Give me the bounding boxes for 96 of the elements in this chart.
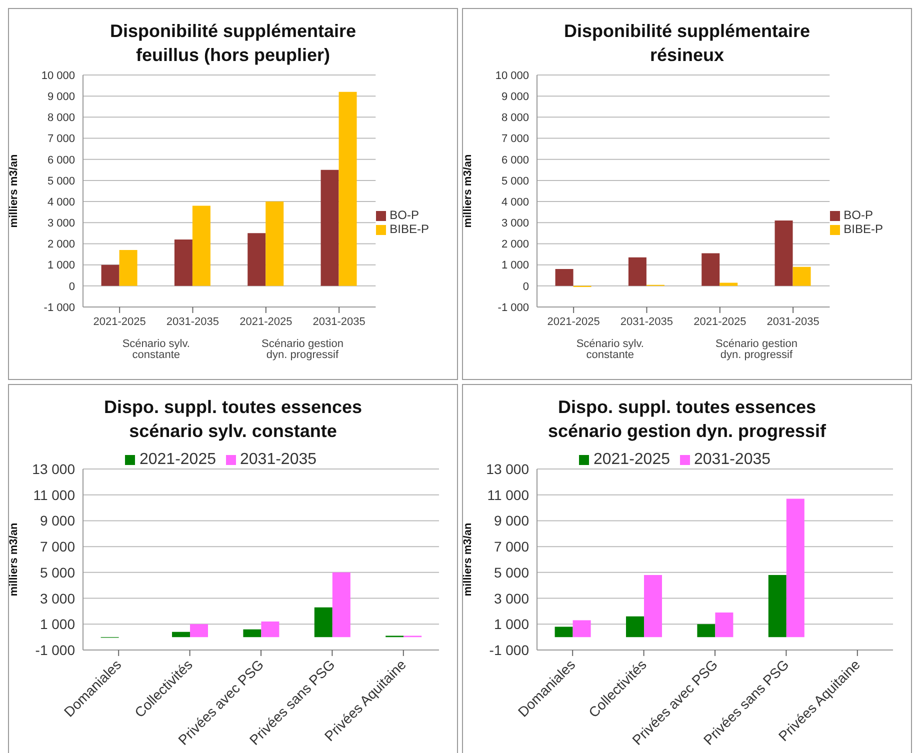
- y-axis-title: milliers m3/an: [8, 522, 20, 596]
- bar: [119, 250, 138, 286]
- y-tick-label: -1 000: [35, 642, 76, 658]
- y-tick-label: 6 000: [47, 154, 75, 166]
- y-tick-label: 11 000: [33, 486, 76, 503]
- y-tick-label: 1 000: [494, 616, 530, 632]
- y-tick-label: 3 000: [501, 218, 529, 230]
- chart-title: Disponibilité supplémentaire feuillus (hors peuplier): [108, 20, 358, 67]
- chart-title: Dispo. suppl. toutes essences scénario sylv. constante: [102, 396, 364, 443]
- bar: [774, 220, 793, 286]
- legend-label: BO-P: [844, 208, 873, 222]
- y-tick-label: 13 000: [486, 460, 530, 477]
- bar: [261, 622, 280, 638]
- legend-label: BIBE-P: [390, 222, 429, 236]
- y-tick-label: 3 000: [47, 218, 75, 230]
- bar: [555, 269, 574, 286]
- text: Scénario gestion dyn. progressif: [262, 338, 344, 361]
- y-tick-label: 8 000: [501, 112, 529, 124]
- y-tick-label: 9 000: [40, 512, 76, 529]
- bar: [626, 616, 644, 638]
- y-tick-label: 9 000: [501, 90, 529, 103]
- y-axis-title: milliers m3/an: [462, 522, 474, 596]
- x-tick-label: 2031-2035: [166, 316, 220, 328]
- bar: [768, 575, 786, 638]
- y-tick-label: 5 000: [40, 564, 76, 580]
- bar: [720, 282, 738, 286]
- y-tick-label: -1 000: [498, 302, 529, 314]
- y-tick-label: 5 000: [494, 564, 530, 580]
- x-tick-label: 2031-2035: [620, 316, 674, 328]
- legend-label: 2031-2035: [240, 451, 317, 468]
- y-tick-label: 7 000: [40, 538, 76, 555]
- legend-label: BIBE-P: [844, 222, 883, 236]
- bar: [332, 572, 350, 638]
- y-tick-label: 9 000: [47, 90, 75, 103]
- bar: [644, 575, 662, 638]
- bar: [628, 257, 646, 286]
- y-axis-title: milliers m3/an: [8, 154, 20, 228]
- x-tick-label: 2021-2025: [694, 316, 746, 328]
- y-tick-label: 10 000: [495, 70, 529, 82]
- y-tick-label: 1 000: [501, 260, 529, 272]
- bar: [572, 620, 591, 638]
- legend-label: 2031-2035: [694, 451, 771, 468]
- y-tick-label: 5 000: [501, 175, 529, 188]
- bar: [174, 240, 192, 286]
- bar: [248, 233, 266, 286]
- y-tick-label: 7 000: [494, 538, 530, 555]
- y-tick-label: 7 000: [501, 133, 529, 146]
- y-tick-label: 9 000: [494, 512, 530, 529]
- bar: [702, 253, 720, 286]
- bar: [101, 264, 120, 286]
- bar: [320, 170, 339, 286]
- y-tick-label: 4 000: [47, 196, 75, 208]
- chart-title: Dispo. suppl. toutes essences scénario gestion dyn. progressif: [546, 396, 828, 443]
- y-tick-label: 2 000: [47, 238, 75, 251]
- y-tick-label: 1 000: [40, 616, 76, 632]
- y-tick-label: 5 000: [47, 175, 75, 188]
- y-tick-label: 1 000: [47, 260, 75, 272]
- y-tick-label: 10 000: [41, 70, 75, 82]
- y-tick-label: -1 000: [489, 642, 530, 658]
- bar: [715, 612, 734, 638]
- y-tick-label: 6 000: [501, 154, 529, 166]
- x-tick-label: 2031-2035: [766, 316, 820, 328]
- text: Scénario sylv. constante: [576, 338, 644, 361]
- legend-label: 2021-2025: [139, 451, 216, 468]
- y-tick-label: 2 000: [501, 238, 529, 251]
- y-tick-label: 7 000: [47, 133, 75, 146]
- text: Scénario sylv. constante: [122, 338, 190, 361]
- y-axis-title: milliers m3/an: [462, 154, 474, 228]
- y-tick-label: 11 000: [487, 486, 530, 503]
- legend-label: 2021-2025: [593, 451, 670, 468]
- y-tick-label: -1 000: [44, 302, 75, 314]
- x-tick-label: 2031-2035: [312, 316, 366, 328]
- bar: [338, 92, 357, 286]
- bar: [243, 629, 262, 638]
- bar: [314, 607, 332, 638]
- bar: [554, 626, 573, 638]
- y-tick-label: 3 000: [494, 590, 530, 606]
- y-tick-label: 13 000: [32, 460, 76, 477]
- text: Scénario gestion dyn. progressif: [716, 338, 798, 361]
- y-tick-label: 4 000: [501, 196, 529, 208]
- x-tick-label: 2021-2025: [93, 316, 146, 328]
- x-tick-label: 2021-2025: [547, 316, 600, 328]
- bar: [266, 202, 284, 286]
- y-tick-label: 3 000: [40, 590, 76, 606]
- x-tick-label: 2021-2025: [240, 316, 292, 328]
- bar: [192, 206, 210, 286]
- bar: [786, 498, 804, 638]
- y-tick-label: 0: [522, 280, 529, 293]
- y-tick-label: 0: [68, 280, 75, 293]
- legend-label: BO-P: [390, 208, 419, 222]
- y-tick-label: 8 000: [47, 112, 75, 124]
- chart-title: Disponibilité supplémentaire résineux: [562, 20, 812, 67]
- bar: [190, 624, 208, 638]
- bar: [697, 624, 716, 638]
- bar: [172, 632, 190, 638]
- bar: [792, 266, 811, 286]
